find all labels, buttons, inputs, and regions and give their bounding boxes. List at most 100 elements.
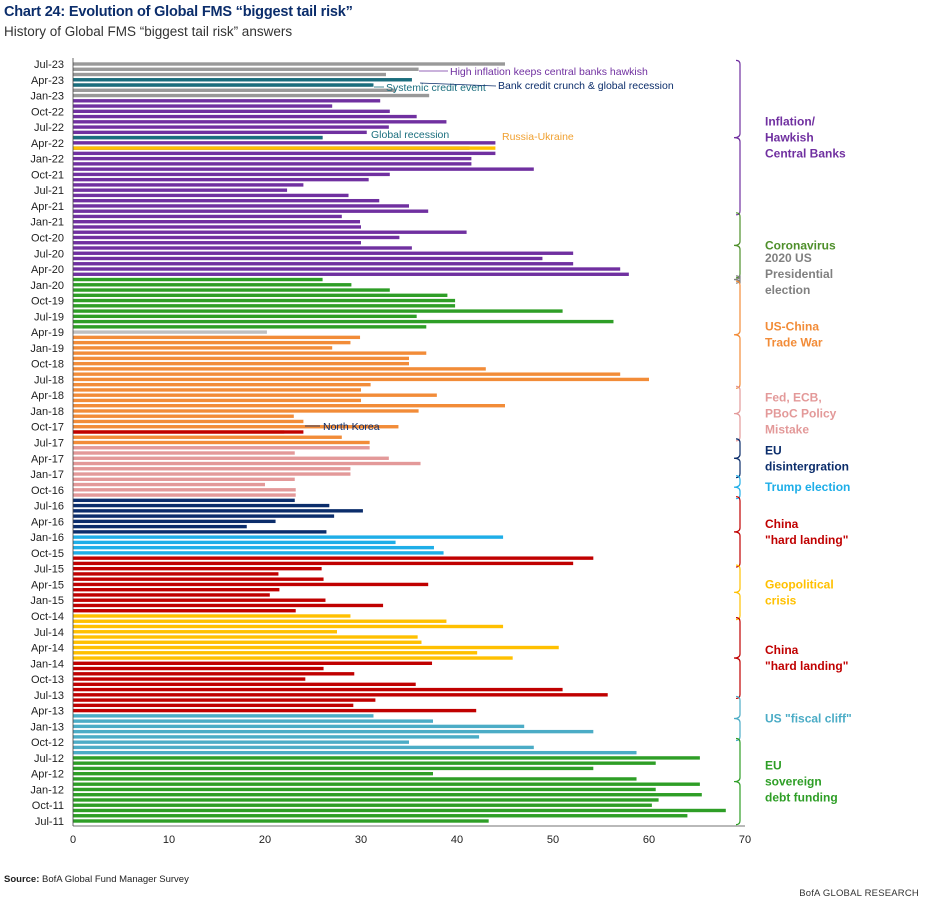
bar — [73, 309, 563, 313]
bar — [73, 677, 306, 681]
special-bar — [73, 83, 374, 87]
bar — [73, 761, 656, 765]
group-brace — [733, 212, 741, 279]
y-tick-label: Oct-19 — [31, 296, 64, 308]
y-tick-label: Oct-17 — [31, 422, 64, 434]
bar — [73, 698, 376, 702]
bar — [73, 109, 390, 114]
chart-area: Jul-23 Apr-23 Jan-23 Oct-22 Jul-22 Apr-22 Jan-… — [30, 58, 852, 846]
bar — [73, 99, 381, 103]
x-tick-label: 40 — [451, 834, 463, 846]
bar — [73, 120, 447, 124]
bar — [73, 251, 574, 255]
bar — [73, 72, 386, 77]
group-label: "hard landing" — [765, 659, 848, 673]
bar — [73, 535, 504, 539]
source-text: BofA Global Fund Manager Survey — [42, 874, 189, 885]
bar — [73, 766, 594, 771]
source-note: Source: BofA Global Fund Manager Survey — [4, 874, 189, 885]
bar — [73, 808, 726, 813]
bar — [73, 104, 333, 108]
bar — [73, 561, 574, 566]
bar — [73, 482, 265, 487]
bar — [73, 246, 412, 250]
group-label: Hawkish — [765, 131, 814, 145]
bar — [73, 572, 279, 576]
bar — [73, 682, 416, 687]
bar — [73, 225, 361, 229]
bar — [73, 814, 688, 818]
group-brace — [733, 280, 741, 389]
bar — [73, 577, 324, 581]
bar — [73, 798, 659, 802]
y-tick-label: Jan-15 — [30, 595, 64, 607]
bar — [73, 204, 409, 208]
bar — [73, 241, 361, 245]
bar — [73, 451, 295, 455]
bar — [73, 619, 447, 623]
y-tick-label: Jul-12 — [34, 753, 64, 765]
bar — [73, 640, 422, 644]
bar — [73, 272, 629, 276]
y-tick-label: Jan-13 — [30, 721, 64, 733]
y-tick-label: Jan-21 — [30, 217, 64, 229]
bar — [73, 556, 594, 560]
group-label: crisis — [765, 593, 797, 607]
bar — [73, 141, 496, 145]
x-tick-label: 50 — [547, 834, 559, 846]
bar — [73, 114, 417, 119]
y-tick-label: Jul-17 — [34, 438, 64, 450]
bar — [73, 256, 543, 261]
annotation-label: High inflation keeps central banks hawki… — [450, 66, 648, 78]
bar — [73, 514, 335, 518]
bar — [73, 267, 621, 271]
bar — [73, 304, 456, 308]
group-brace — [733, 737, 741, 826]
y-tick-label: Apr-17 — [31, 453, 64, 465]
bar — [73, 509, 363, 513]
bar — [73, 472, 351, 476]
bar — [73, 377, 649, 382]
group-brace — [733, 496, 741, 568]
bar — [73, 298, 456, 303]
bar — [73, 188, 288, 192]
bar — [73, 687, 563, 692]
bar — [73, 262, 574, 266]
bar — [73, 708, 477, 713]
bar — [73, 435, 342, 439]
group-brace — [733, 438, 741, 479]
y-tick-label: Jul-16 — [34, 501, 64, 513]
bar — [73, 162, 472, 166]
group-label: EU — [765, 443, 782, 457]
y-tick-label: Oct-21 — [31, 169, 64, 181]
y-tick-label: Oct-13 — [31, 674, 64, 686]
bar — [73, 183, 304, 187]
bar — [73, 635, 418, 639]
y-tick-label: Jan-14 — [30, 658, 64, 670]
bar — [73, 551, 444, 555]
y-tick-label: Apr-12 — [31, 769, 64, 781]
group-label: Trade War — [765, 336, 823, 350]
bar — [73, 314, 417, 319]
bar — [73, 645, 559, 650]
y-tick-label: Jul-11 — [35, 816, 64, 828]
group-label: China — [765, 517, 799, 531]
special-bar — [73, 146, 496, 150]
bar — [73, 230, 467, 234]
bar — [73, 519, 276, 524]
bar — [73, 750, 637, 755]
y-tick-label: Jul-13 — [34, 690, 64, 702]
group-label: PBoC Policy — [765, 407, 837, 421]
bar — [73, 425, 399, 429]
y-tick-label: Oct-22 — [31, 106, 64, 118]
bar — [73, 740, 409, 744]
y-tick-label: Jan-12 — [30, 785, 64, 797]
bar — [73, 666, 324, 671]
bar — [73, 587, 280, 592]
bar — [73, 703, 354, 708]
bar — [73, 672, 355, 676]
bar — [73, 151, 496, 156]
chart-subtitle: History of Global FMS “biggest tail risk… — [4, 24, 293, 39]
bar — [73, 719, 433, 723]
group-brace — [733, 617, 741, 700]
